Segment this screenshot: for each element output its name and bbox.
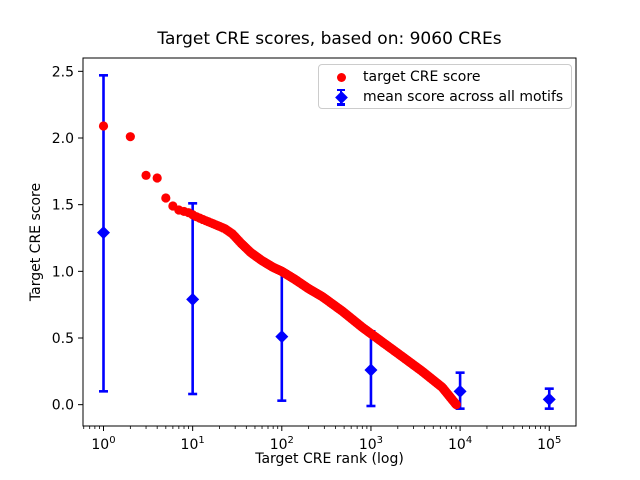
svg-text:102: 102: [270, 435, 294, 453]
legend-label-target-cre-score: target CRE score: [363, 69, 481, 85]
svg-text:0.5: 0.5: [52, 331, 74, 347]
svg-text:0.0: 0.0: [52, 398, 74, 414]
x-axis-label: Target CRE rank (log): [255, 451, 404, 467]
svg-text:105: 105: [537, 435, 561, 453]
y-axis-label: Target CRE score: [28, 182, 44, 302]
svg-text:2.0: 2.0: [52, 131, 74, 147]
blue-diamond-errorbar-marker-icon: [319, 87, 363, 107]
svg-text:2.5: 2.5: [52, 64, 74, 80]
svg-text:100: 100: [91, 435, 115, 453]
svg-text:1.5: 1.5: [52, 198, 74, 214]
legend: target CRE score mean score across all m…: [318, 64, 572, 109]
red-circle-marker-icon: [319, 67, 363, 87]
legend-item-target-cre-score: target CRE score: [319, 67, 571, 87]
svg-text:1.0: 1.0: [52, 264, 74, 280]
chart-title: Target CRE scores, based on: 9060 CREs: [157, 29, 502, 49]
legend-item-mean-score: mean score across all motifs: [319, 87, 571, 107]
svg-text:101: 101: [181, 435, 205, 453]
svg-text:104: 104: [448, 435, 472, 453]
svg-text:103: 103: [359, 435, 383, 453]
legend-label-mean-score: mean score across all motifs: [363, 89, 564, 105]
